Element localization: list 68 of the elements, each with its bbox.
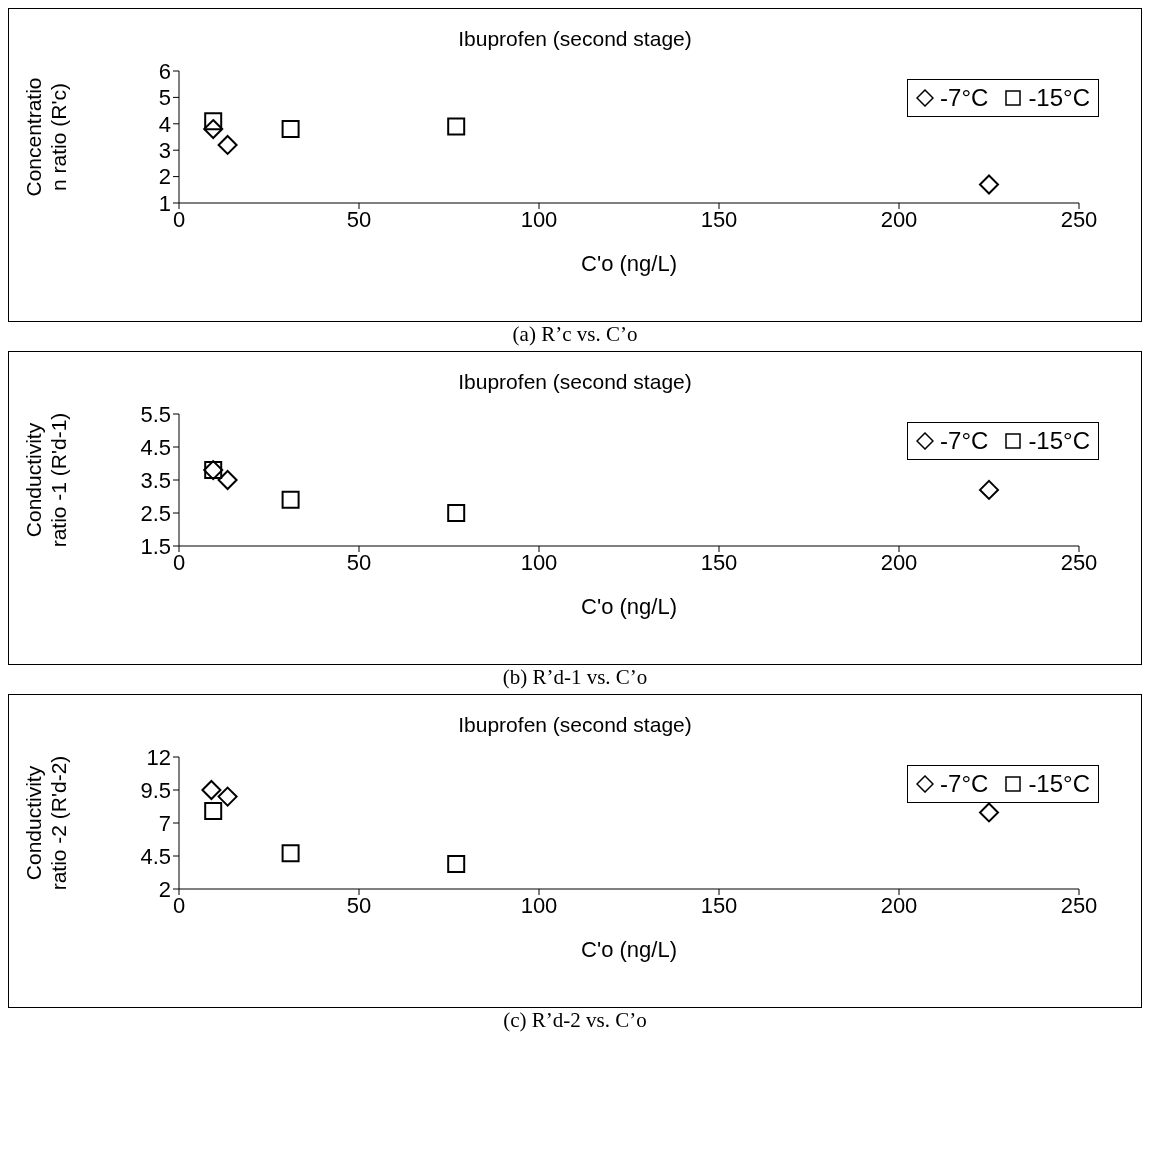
x-tick-label: 200	[880, 549, 918, 575]
x-tick-label: 0	[172, 206, 186, 232]
x-tick-label: 150	[700, 549, 738, 575]
x-tick-label: 150	[700, 892, 738, 918]
y-tick-label: 2	[158, 876, 171, 902]
y-tick-label: 12	[146, 744, 171, 770]
point	[204, 112, 223, 131]
y-tick-label: 4.5	[140, 843, 171, 869]
y-tick-label: 1.5	[140, 533, 171, 559]
y-tick-label: 9.5	[140, 777, 171, 803]
x-tick-label: 250	[1060, 549, 1098, 575]
point	[447, 854, 466, 873]
point	[979, 479, 999, 500]
y-tick-label: 1	[158, 190, 171, 216]
chart-title: Ibuprofen (second stage)	[457, 712, 693, 737]
legend-label: -7°C	[940, 427, 989, 455]
y-axis-title: Concentratio n ratio (R'c)	[22, 77, 70, 197]
point	[201, 780, 222, 800]
point	[979, 174, 999, 195]
x-tick-label: 150	[700, 206, 738, 232]
y-tick-label: 6	[158, 58, 171, 84]
x-tick-label: 100	[520, 892, 558, 918]
y-tick-label: 5.5	[140, 401, 171, 427]
point	[281, 490, 300, 509]
x-tick-label: 200	[880, 892, 918, 918]
y-tick-label: 3	[158, 138, 171, 164]
x-tick-label: 200	[880, 206, 918, 232]
point	[217, 470, 238, 490]
x-axis-title: C'o (ng/L)	[581, 251, 677, 276]
y-tick-label: 5	[158, 85, 171, 111]
text: (c) R’d-2 vs. C’o	[502, 1008, 648, 1033]
point	[217, 134, 238, 155]
y-tick-label: 2.5	[140, 500, 171, 526]
point	[447, 504, 466, 522]
point	[203, 119, 224, 140]
legend-label: -15°C	[1028, 84, 1090, 112]
chart-title: Ibuprofen (second stage)	[457, 26, 693, 51]
x-tick-label: 0	[172, 892, 186, 918]
legend-label: -7°C	[940, 770, 989, 798]
point	[979, 802, 999, 823]
x-tick-label: 100	[520, 206, 558, 232]
point	[447, 117, 466, 136]
point	[204, 802, 223, 821]
legend-label: -15°C	[1028, 770, 1090, 798]
point	[281, 844, 300, 863]
x-tick-label: 250	[1060, 892, 1098, 918]
y-tick-label: 4.5	[140, 434, 171, 460]
x-tick-label: 50	[346, 549, 372, 575]
x-tick-label: 50	[346, 206, 372, 232]
y-axis-title: Conductivity ratio -1 (R'd-1)	[22, 412, 70, 548]
x-tick-label: 250	[1060, 206, 1098, 232]
legend-label: -15°C	[1028, 427, 1090, 455]
point	[281, 120, 300, 139]
point	[217, 786, 238, 807]
x-tick-label: 0	[172, 549, 186, 575]
text: (b) R’d-1 vs. C’o	[501, 665, 649, 690]
y-tick-label: 3.5	[140, 467, 171, 493]
y-axis-title: Conductivity ratio -2 (R'd-2)	[22, 755, 70, 891]
y-tick-label: 2	[158, 164, 171, 190]
y-tick-label: 7	[158, 810, 171, 836]
x-tick-label: 50	[346, 892, 372, 918]
x-axis-title: C'o (ng/L)	[581, 937, 677, 962]
legend-label: -7°C	[940, 84, 989, 112]
text: (a) R’c vs. C’o	[511, 322, 639, 347]
chart-title: Ibuprofen (second stage)	[457, 369, 693, 394]
y-tick-label: 4	[158, 111, 171, 137]
x-tick-label: 100	[520, 549, 558, 575]
x-axis-title: C'o (ng/L)	[581, 594, 677, 619]
